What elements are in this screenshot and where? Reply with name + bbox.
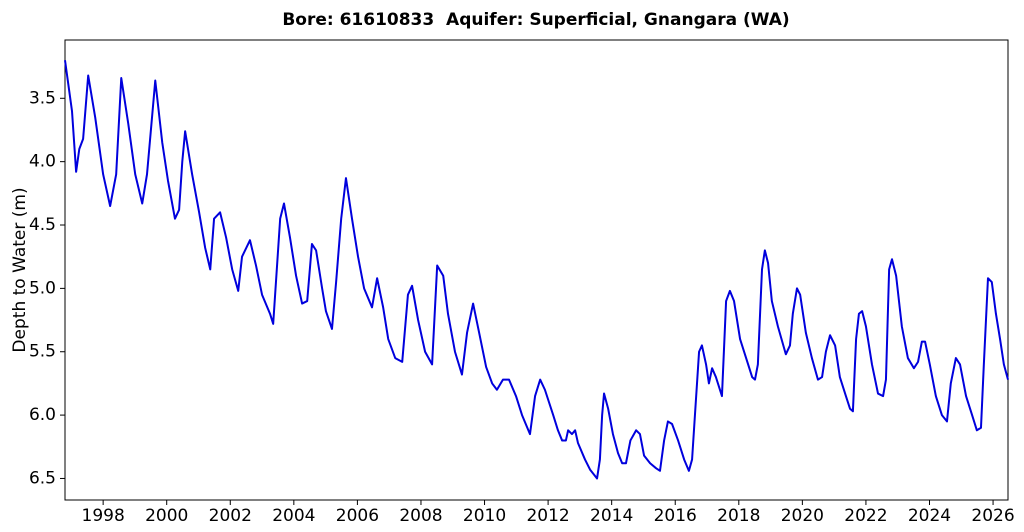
chart-title: Bore: 61610833 Aquifer: Superficial, Gna… bbox=[282, 10, 789, 30]
x-tick-label: 1998 bbox=[82, 506, 125, 526]
x-tick-label: 2010 bbox=[463, 506, 506, 526]
x-tick-label: 2006 bbox=[336, 506, 379, 526]
x-tick-label: 2026 bbox=[971, 506, 1014, 526]
x-tick-label: 2012 bbox=[526, 506, 569, 526]
x-tick-label: 2002 bbox=[209, 506, 252, 526]
y-tick-label: 5.5 bbox=[29, 342, 56, 362]
x-tick-label: 2024 bbox=[908, 506, 951, 526]
y-tick-label: 6.0 bbox=[29, 405, 56, 425]
x-tick-label: 2016 bbox=[654, 506, 697, 526]
x-tick-label: 2018 bbox=[717, 506, 760, 526]
y-tick-label: 3.5 bbox=[29, 88, 56, 108]
data-line bbox=[64, 60, 1009, 480]
x-tick-label: 2000 bbox=[145, 506, 188, 526]
x-tick-label: 2014 bbox=[590, 506, 633, 526]
y-tick-label: 4.5 bbox=[29, 215, 56, 235]
x-tick-label: 2008 bbox=[399, 506, 442, 526]
x-tick-label: 2004 bbox=[272, 506, 315, 526]
plot-frame bbox=[64, 39, 1009, 501]
x-tick-label: 2020 bbox=[781, 506, 824, 526]
y-tick-label: 6.5 bbox=[29, 468, 56, 488]
y-tick-label: 5.0 bbox=[29, 278, 56, 298]
x-tick-label: 2022 bbox=[844, 506, 887, 526]
y-axis-label: Depth to Water (m) bbox=[10, 187, 30, 352]
y-tick-label: 4.0 bbox=[29, 152, 56, 172]
